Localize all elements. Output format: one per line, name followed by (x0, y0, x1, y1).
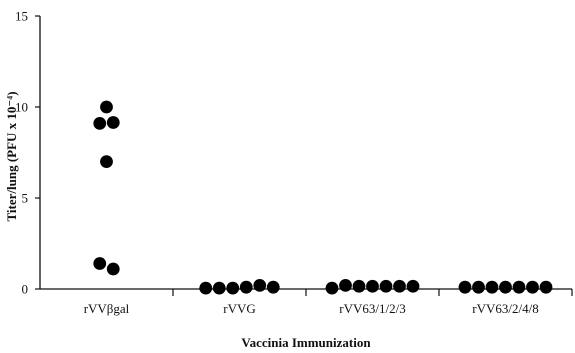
data-point (406, 279, 420, 293)
y-axis-ticks: 0 5 10 15 (15, 9, 40, 297)
data-point (366, 279, 379, 293)
data-point (339, 278, 352, 292)
data-point (100, 100, 113, 114)
y-axis-title: Titer/lung (PFU x 10⁻⁴) (4, 91, 19, 221)
data-point (253, 278, 267, 292)
data-point (352, 279, 366, 293)
x-category-label: rVV63/2/4/8 (472, 301, 538, 316)
data-point (485, 280, 499, 294)
data-point (93, 257, 107, 270)
data-point (526, 280, 539, 294)
data-point (106, 116, 120, 129)
data-point (106, 262, 120, 276)
data-point (226, 281, 240, 295)
data-point (199, 281, 213, 295)
data-point (266, 280, 280, 294)
data-point (212, 281, 226, 295)
data-point (512, 280, 526, 294)
y-tick-label: 0 (22, 282, 29, 297)
data-point (239, 280, 253, 294)
data-points (93, 100, 553, 295)
data-point (93, 116, 107, 130)
data-point (499, 280, 512, 294)
data-point (539, 280, 553, 294)
y-tick-label: 5 (22, 191, 29, 206)
x-axis-category-labels: rVVβgal rVVG rVV63/1/2/3 rVV63/2/4/8 (84, 289, 573, 316)
chart-axes (39, 16, 572, 290)
data-point (379, 279, 393, 293)
data-point (393, 279, 406, 293)
x-category-label: rVVG (223, 301, 256, 316)
x-category-label: rVV63/1/2/3 (339, 301, 405, 316)
data-point (458, 280, 472, 294)
x-axis-title: Vaccinia Immunization (241, 335, 371, 350)
x-category-label: rVVβgal (84, 301, 130, 316)
data-point (325, 281, 339, 295)
y-tick-label: 15 (15, 9, 28, 24)
data-point (100, 155, 113, 169)
data-point (472, 280, 485, 294)
y-tick-label: 10 (15, 100, 28, 115)
